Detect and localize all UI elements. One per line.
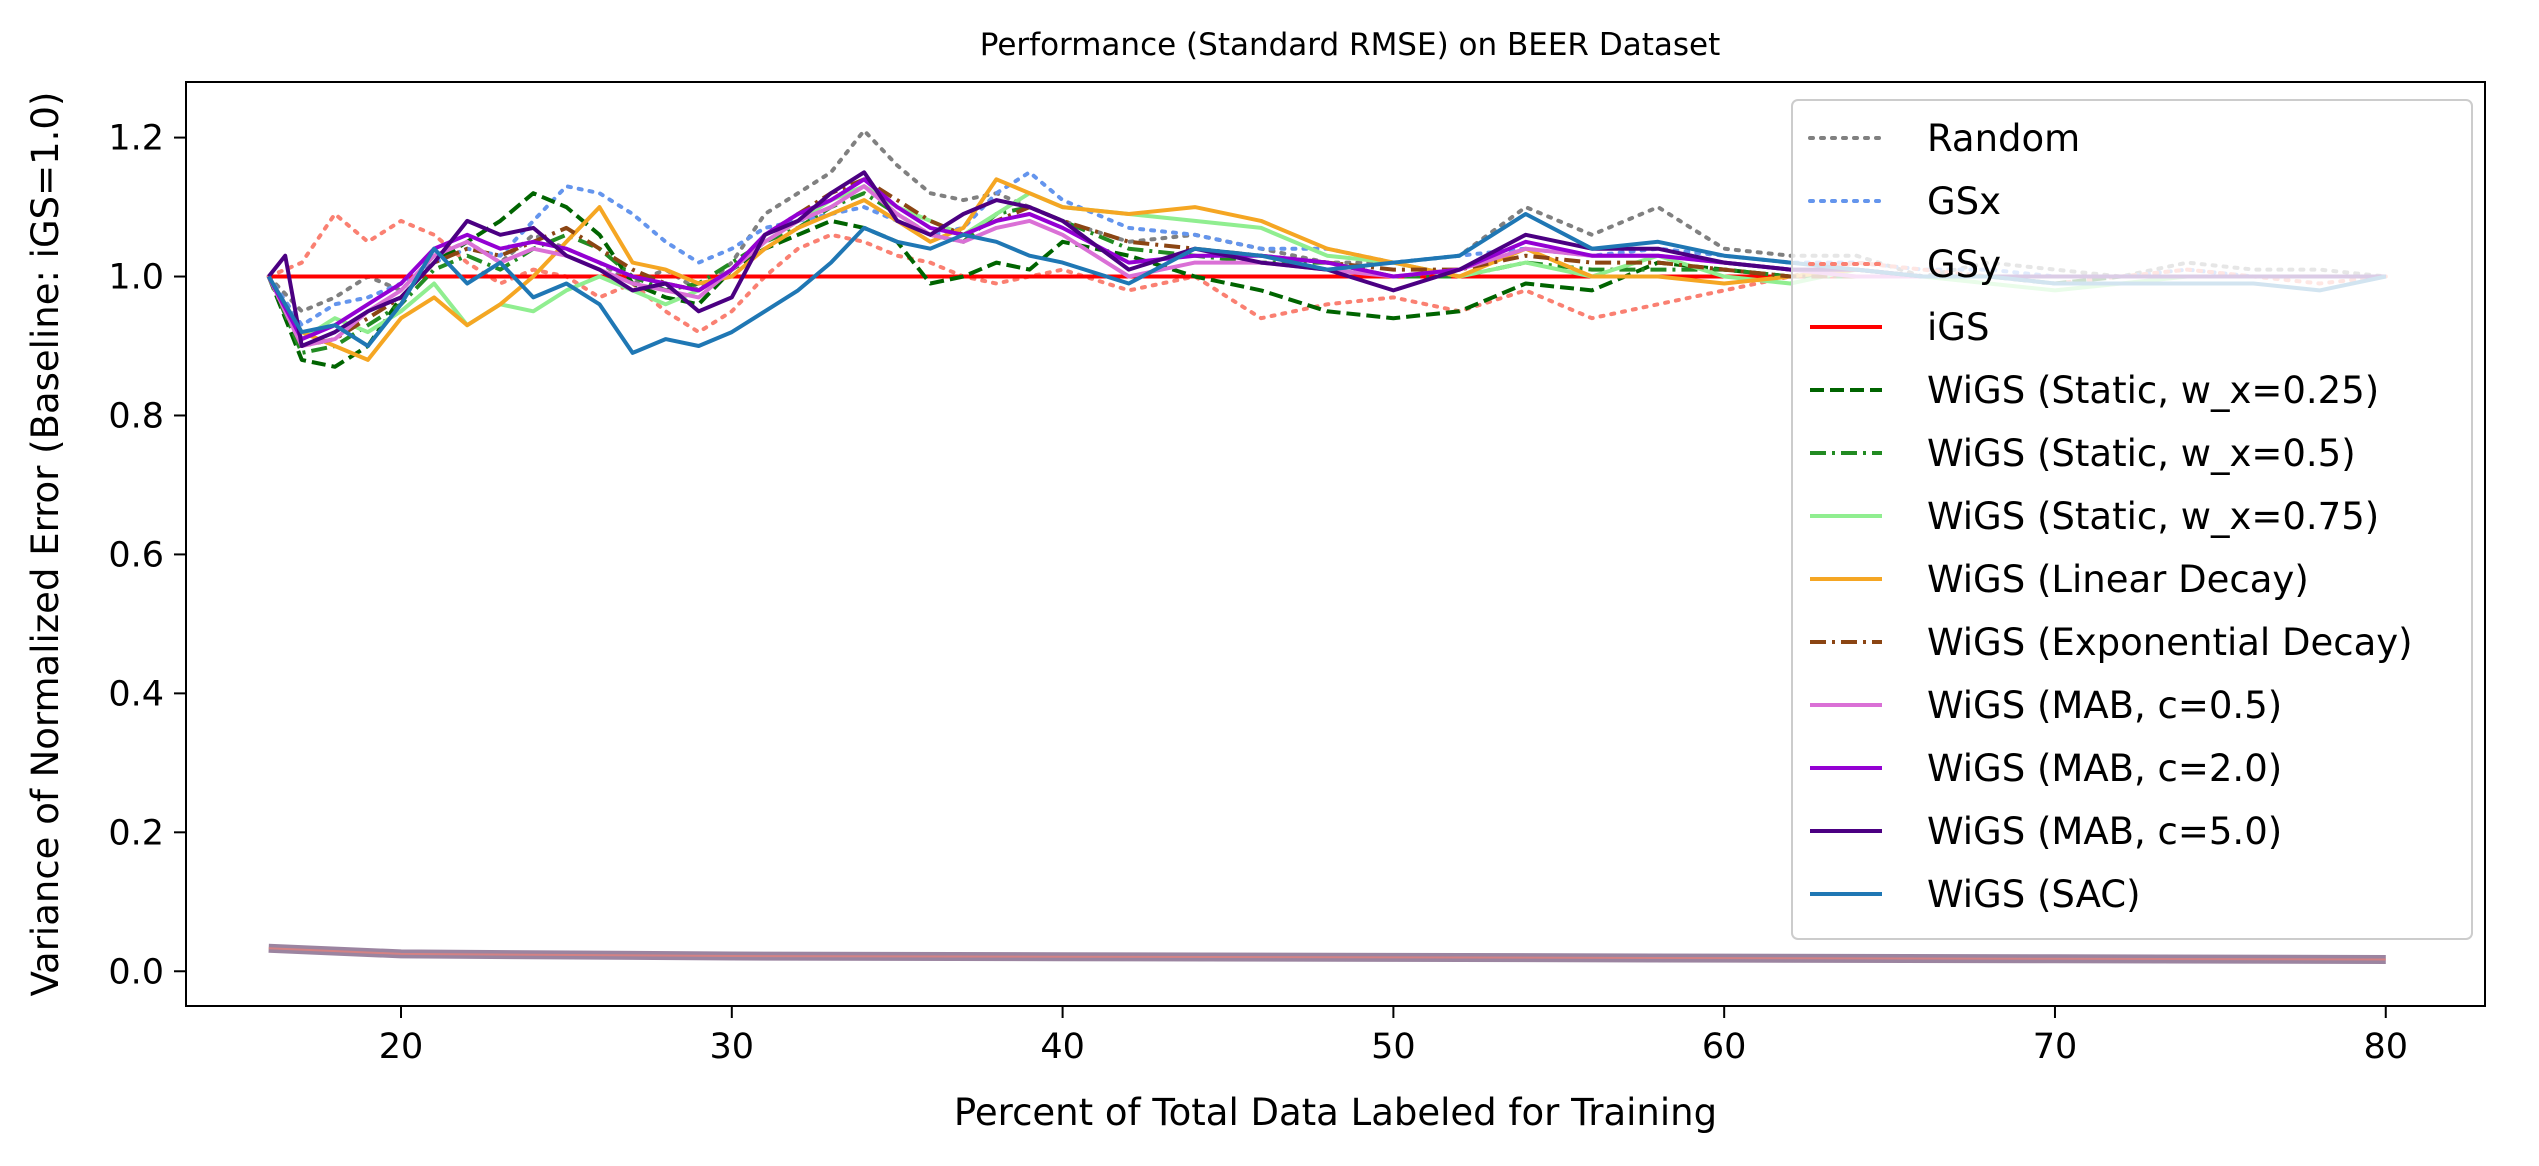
y-tick-label: 1.2: [108, 119, 164, 159]
series-line-1: [266, 170, 2388, 328]
y-axis: 0.0 0.2 0.4 0.6 0.8 1.0 1.2: [108, 119, 186, 992]
legend-entry-label: WiGS (Static, w_x=0.25): [1927, 369, 2379, 412]
y-tick-label: 0.6: [108, 535, 164, 575]
y-tick-label: 0.4: [108, 674, 164, 714]
legend-entry-label: iGS: [1927, 306, 1989, 349]
y-tick-label: 1.0: [108, 258, 164, 298]
x-tick-label: 40: [1040, 1027, 1085, 1067]
y-axis-label: Variance of Normalized Error (Baseline: …: [24, 92, 67, 997]
legend-entry-label: GSy: [1927, 243, 2001, 286]
y-tick-label: 0.0: [108, 952, 164, 992]
legend-entry-label: WiGS (Exponential Decay): [1927, 621, 2413, 664]
x-axis-label: Percent of Total Data Labeled for Traini…: [954, 1091, 1717, 1134]
chart-title: Performance (Standard RMSE) on BEER Data…: [980, 27, 1720, 63]
legend-entry-label: GSx: [1927, 180, 2001, 223]
legend-entry-label: WiGS (MAB, c=5.0): [1927, 810, 2282, 853]
legend-entry-label: WiGS (SAC): [1927, 873, 2141, 916]
plot-frame: [185, 81, 2486, 1007]
series-line-2: [266, 212, 2388, 335]
legend-entry-label: WiGS (MAB, c=0.5): [1927, 684, 2282, 727]
legend: Random GSx GSy iGS WiGS (Static, w_x=0.25) Wi…: [1791, 99, 2473, 940]
x-tick-label: 80: [2363, 1027, 2408, 1067]
y-tick-label: 0.2: [108, 813, 164, 853]
legend-box: [1791, 99, 2473, 940]
x-tick-label: 50: [1371, 1027, 1416, 1067]
x-tick-label: 20: [379, 1027, 424, 1067]
legend-entry-label: WiGS (Static, w_x=0.5): [1927, 432, 2356, 475]
x-axis: 20 30 40 50 60 70 80: [379, 1006, 2408, 1067]
y-tick-label: 0.8: [108, 396, 164, 436]
legend-entry-label: WiGS (MAB, c=2.0): [1927, 747, 2282, 790]
x-tick-label: 60: [1702, 1027, 1747, 1067]
variance-band-line-edge: [268, 947, 2386, 961]
x-tick-label: 70: [2033, 1027, 2078, 1067]
x-tick-label: 30: [710, 1027, 755, 1067]
legend-entry-label: Random: [1927, 117, 2080, 160]
legend-entry-label: WiGS (Static, w_x=0.75): [1927, 495, 2379, 538]
legend-entry-label: WiGS (Linear Decay): [1927, 558, 2309, 601]
